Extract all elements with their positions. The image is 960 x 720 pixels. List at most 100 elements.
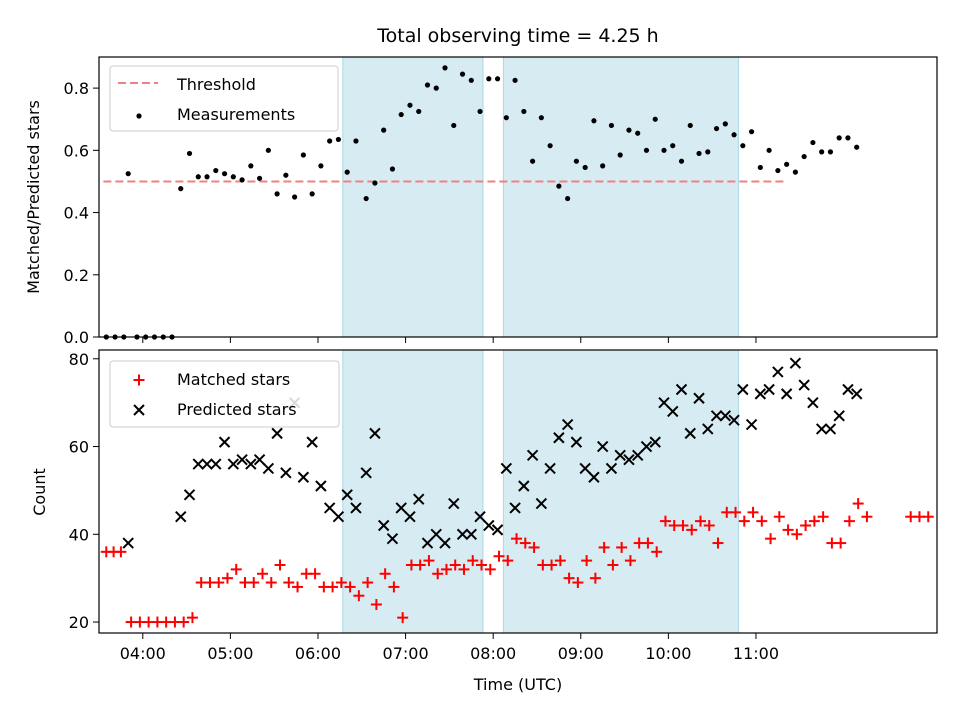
predicted-star-point <box>684 427 696 440</box>
x-axis-label: Time (UTC) <box>473 675 562 694</box>
predicted-star-point <box>201 458 213 470</box>
measurement-point <box>731 132 737 138</box>
predicted-star-point <box>693 392 705 404</box>
matched-star-point <box>265 577 277 589</box>
predicted-star-point <box>175 511 187 523</box>
matched-star-point <box>511 533 523 545</box>
predicted-star-point <box>667 405 679 418</box>
measurement-point <box>327 138 333 144</box>
predicted-star-point <box>553 432 565 444</box>
measurement-point <box>810 139 816 146</box>
bottom-x-axis: 04:00 05:00 06:00 07:00 08:00 09:00 10:00 11:00 <box>120 633 779 663</box>
matched-star-point <box>651 546 663 558</box>
measurement-point <box>819 149 825 155</box>
bottom-y-axis: 20 40 60 80 <box>69 350 99 632</box>
matched-star-point <box>800 520 812 532</box>
measurement-point <box>845 135 851 141</box>
matched-star-point <box>677 520 689 532</box>
matched-star-point <box>502 555 514 567</box>
measurement-point <box>661 147 667 153</box>
predicted-star-point <box>386 532 399 545</box>
predicted-star-point <box>369 427 381 440</box>
x-tick-label: 09:00 <box>558 644 604 663</box>
matched-star-point <box>738 515 750 527</box>
matched-star-point <box>730 506 742 518</box>
top-y-axis-label: Matched/Predicted stars <box>24 100 43 294</box>
predicted-star-point <box>456 528 469 540</box>
predicted-star-point <box>815 423 828 435</box>
predicted-star-point <box>807 396 819 409</box>
y-tick-label: 60 <box>69 438 89 457</box>
predicted-star-point <box>640 440 653 453</box>
measurement-point <box>335 136 342 143</box>
measurement-point <box>740 143 746 149</box>
predicted-star-point <box>218 436 231 448</box>
matched-star-point <box>283 577 295 589</box>
matched-star-point <box>440 563 452 575</box>
predicted-star-point <box>262 462 275 475</box>
predicted-star-point <box>850 388 863 400</box>
predicted-star-point <box>737 383 749 396</box>
bottom-y-axis-label: Count <box>30 468 49 516</box>
predicted-star-point <box>833 410 845 422</box>
measurement-point <box>600 163 606 169</box>
measurement-point <box>766 147 772 153</box>
matched-star-point <box>616 541 628 553</box>
x-tick-label: 07:00 <box>383 644 429 663</box>
predicted-star-point <box>360 467 372 479</box>
predicted-stars-points <box>122 357 863 549</box>
measurement-point <box>854 144 860 150</box>
predicted-star-point <box>596 440 609 453</box>
y-tick-label: 0.6 <box>64 141 89 160</box>
x-tick-label: 11:00 <box>733 644 779 663</box>
measurement-point <box>573 158 579 164</box>
matched-star-point <box>861 511 873 523</box>
predicted-star-point <box>253 453 266 466</box>
measurement-point <box>801 153 807 160</box>
matched-star-point <box>221 572 233 584</box>
measurement-point <box>521 108 527 115</box>
measurement-point <box>344 169 350 175</box>
y-tick-label: 0.2 <box>64 266 89 285</box>
measurement-point <box>705 149 711 155</box>
matched-star-point <box>370 598 382 610</box>
matched-star-point <box>922 511 934 523</box>
measurement-point <box>477 108 483 115</box>
y-tick-label: 40 <box>69 525 89 544</box>
bottom-panel: 20 40 60 80 04:00 05:00 06:00 07:00 08:00 09:00 1… <box>30 349 938 694</box>
matched-star-point <box>484 563 496 575</box>
predicted-star-point <box>719 410 732 422</box>
matched-star-point <box>186 612 198 624</box>
matched-star-point <box>782 524 794 536</box>
matched-star-point <box>686 524 698 536</box>
top-panel: 0.0 0.2 0.4 0.6 0.8 Total observing time = 4… <box>24 25 938 347</box>
shaded-interval-1 <box>502 349 739 634</box>
predicted-star-point <box>772 366 784 378</box>
matched-star-point <box>379 568 391 580</box>
predicted-star-point <box>658 396 670 409</box>
x-tick-label: 04:00 <box>120 644 166 663</box>
predicted-star-point <box>245 458 257 470</box>
y-tick-label: 80 <box>69 350 89 369</box>
shaded-interval-1 <box>502 56 739 338</box>
measurement-point <box>748 129 755 135</box>
shaded-interval-0 <box>342 349 484 634</box>
predicted-star-point <box>413 493 425 505</box>
measurement-point <box>670 143 676 149</box>
matched-star-point <box>467 555 479 567</box>
measurement-point <box>381 127 387 133</box>
predicted-star-point <box>192 458 204 470</box>
matched-star-point <box>476 559 488 571</box>
legend-matched-label: Matched stars <box>177 370 290 389</box>
matched-star-point <box>712 537 724 549</box>
predicted-star-point <box>465 528 477 540</box>
predicted-star-point <box>323 502 336 514</box>
predicted-star-point <box>824 423 837 435</box>
predicted-star-point <box>377 519 390 532</box>
matched-star-point <box>388 581 400 593</box>
measurement-point <box>696 150 702 157</box>
predicted-star-point <box>798 379 810 391</box>
measurement-point <box>582 164 588 171</box>
measurement-point <box>283 172 289 178</box>
matched-star-point <box>546 559 558 571</box>
